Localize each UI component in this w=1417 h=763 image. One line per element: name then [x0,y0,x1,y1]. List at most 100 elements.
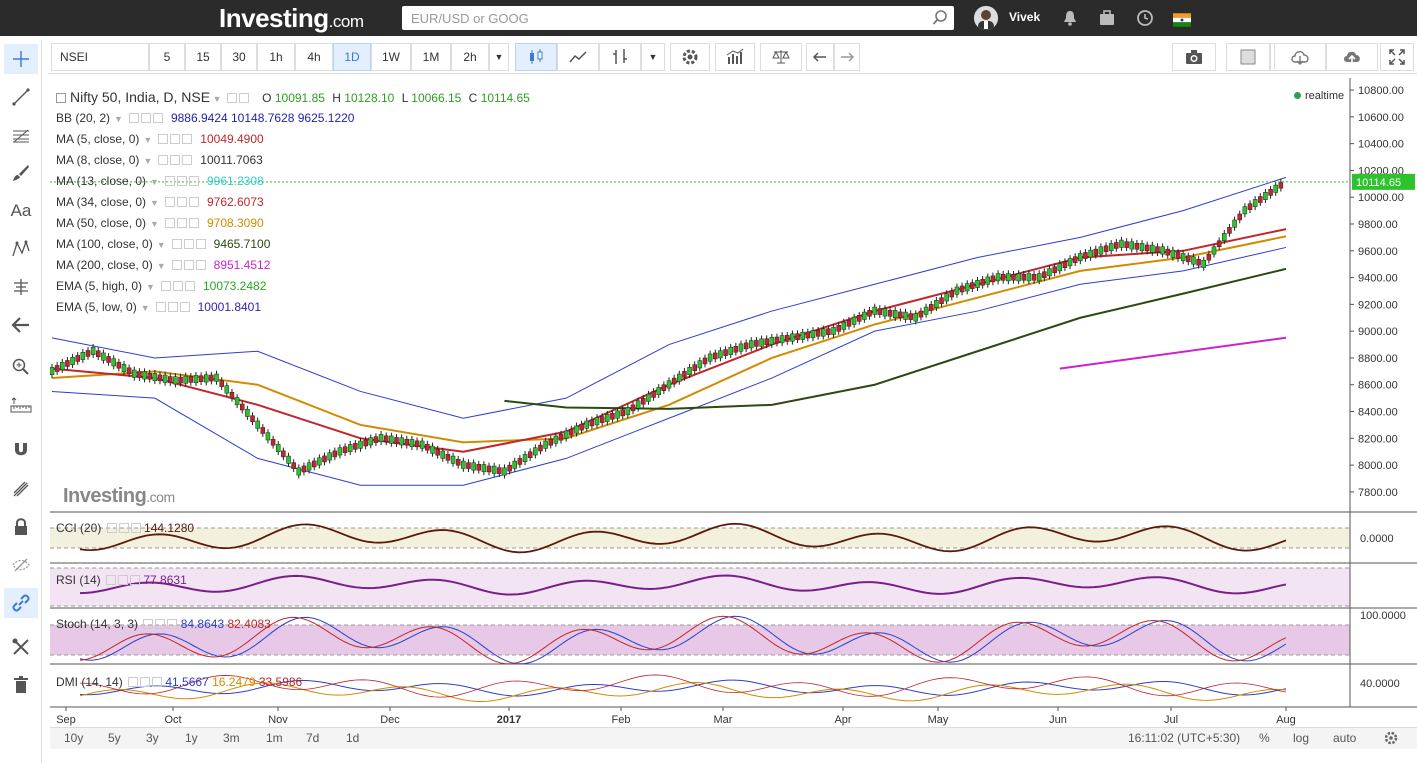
rsi-settings[interactable] [118,575,129,585]
settings-button[interactable] [670,43,710,71]
range-1y[interactable]: 1y [185,731,198,745]
compare-button[interactable] [760,43,802,71]
remove-drawings-tool[interactable] [4,310,38,340]
cloud-download-button[interactable] [1274,43,1326,71]
indicator-close[interactable] [188,176,199,186]
indicator-settings[interactable] [176,218,187,228]
indicator-settings[interactable] [172,281,183,291]
indicator-menu-arrow[interactable]: ▼ [143,135,153,145]
cci-toggle[interactable] [106,523,117,533]
line-style-button[interactable] [557,43,599,71]
site-logo[interactable]: Investing.com [219,3,364,33]
symbol-input[interactable]: NSEI [51,43,149,71]
indicator-toggle[interactable] [164,176,175,186]
clock-icon[interactable] [1136,9,1154,27]
search-icon[interactable] [932,10,948,26]
interval-dropdown-button[interactable]: ▼ [489,43,509,71]
candles-style-button[interactable] [515,43,557,71]
range-3m[interactable]: 3m [223,731,240,745]
search-input[interactable]: EUR/USD or GOOG [411,11,529,26]
legend-settings-toggle[interactable] [238,93,249,103]
clock-time[interactable]: 16:11:02 (UTC+5:30) [1128,731,1241,745]
indicator-toggle[interactable] [164,197,175,207]
interval-1d[interactable]: 1D [333,43,371,71]
indicator-close[interactable] [188,218,199,228]
collapse-legend-button[interactable] [56,93,66,103]
indicator-settings[interactable] [176,197,187,207]
indicator-settings[interactable] [170,134,181,144]
indicators-button[interactable] [715,43,755,71]
interval-30[interactable]: 30 [221,43,257,71]
indicator-close[interactable] [184,281,195,291]
chart-settings-icon[interactable] [1383,730,1399,746]
indicator-toggle[interactable] [164,218,175,228]
indicator-toggle[interactable] [158,134,169,144]
indicator-toggle[interactable] [158,155,169,165]
stoch-close[interactable] [167,619,178,629]
range-7d[interactable]: 7d [306,731,320,745]
zoom-tool[interactable] [4,352,38,382]
prediction-tool[interactable] [4,272,38,302]
hide-drawings-tool[interactable] [4,550,38,580]
bars-style-button[interactable] [599,43,641,71]
interval-4h[interactable]: 4h [295,43,333,71]
brush-tool[interactable] [4,158,38,188]
indicator-close[interactable] [195,260,206,270]
user-name[interactable]: Vivek [1009,10,1041,24]
cci-settings[interactable] [118,523,129,533]
crosshair-tool[interactable] [4,44,38,74]
search-box[interactable]: EUR/USD or GOOG [402,6,954,30]
indicator-toggle[interactable] [171,260,182,270]
indicator-menu-arrow[interactable]: ▼ [156,240,166,250]
layout-button[interactable] [1226,43,1270,71]
indicator-menu-arrow[interactable]: ▼ [143,156,153,166]
range-1d[interactable]: 1d [346,731,360,745]
indicator-menu-arrow[interactable]: ▼ [150,177,159,187]
fib-tool[interactable] [4,120,38,150]
bell-icon[interactable] [1061,9,1079,27]
indicator-close[interactable] [182,155,193,165]
indicator-menu-arrow[interactable]: ▼ [140,303,150,313]
stay-drawing-tool[interactable] [4,474,38,504]
interval-2h[interactable]: 2h [451,43,489,71]
indicator-settings[interactable] [183,239,194,249]
stoch-settings[interactable] [155,619,166,629]
range-5y[interactable]: 5y [108,731,121,745]
indicator-close[interactable] [195,239,206,249]
indicator-toggle[interactable] [155,302,166,312]
indicator-toggle[interactable] [171,239,182,249]
range-3y[interactable]: 3y [146,731,159,745]
chart-canvas[interactable]: 7800.00 8000.00 8200.00 8400.00 8600.00 8800.… [50,78,1417,726]
dmi-settings[interactable] [140,677,151,687]
redo-button[interactable] [834,43,860,71]
text-tool[interactable]: Aa [4,196,38,226]
briefcase-icon[interactable] [1098,9,1116,27]
tools-settings[interactable] [4,632,38,662]
dmi-toggle[interactable] [128,677,139,687]
indicator-menu-arrow[interactable]: ▼ [146,282,155,292]
indicator-settings[interactable] [167,302,178,312]
indicator-settings[interactable] [140,113,151,123]
indicator-menu-arrow[interactable]: ▼ [114,114,123,124]
indicator-settings[interactable] [170,155,181,165]
percent-toggle[interactable]: % [1259,731,1270,745]
stoch-toggle[interactable] [143,619,154,629]
interval-5[interactable]: 5 [149,43,185,71]
pattern-tool[interactable] [4,234,38,264]
undo-button[interactable] [806,43,834,71]
interval-1h[interactable]: 1h [257,43,295,71]
indicator-menu-arrow[interactable]: ▼ [150,198,159,208]
fullscreen-button[interactable] [1380,43,1414,71]
indicator-settings[interactable] [176,176,187,186]
indicator-close[interactable] [152,113,163,123]
magnet-tool[interactable] [4,434,38,464]
dmi-close[interactable] [152,677,163,687]
delete-tool[interactable] [4,670,38,700]
cci-close[interactable] [130,523,141,533]
sync-drawings-tool[interactable] [4,588,38,618]
interval-1m[interactable]: 1M [411,43,451,71]
snapshot-button[interactable] [1172,43,1216,71]
avatar[interactable] [974,6,998,30]
cloud-upload-button[interactable] [1326,43,1378,71]
legend-eye-toggle[interactable] [226,93,237,103]
